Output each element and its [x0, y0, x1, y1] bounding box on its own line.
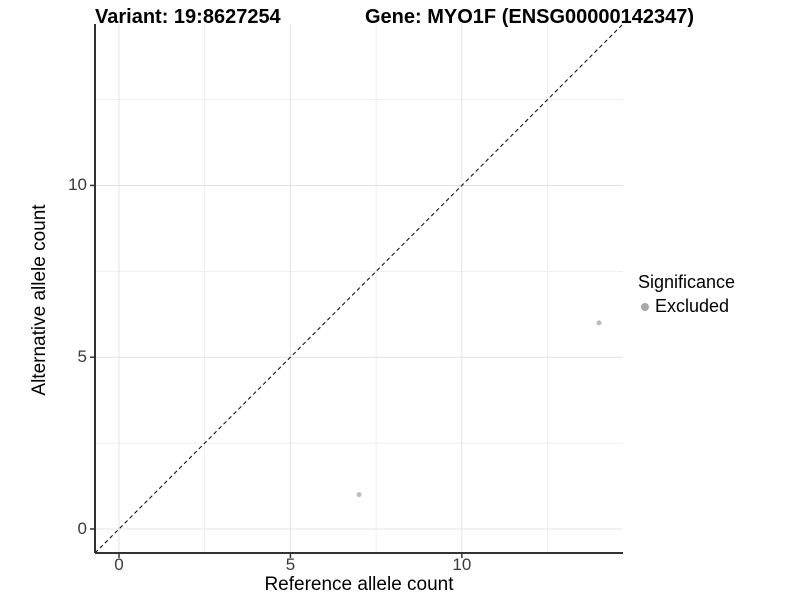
x-tick-label: 10: [452, 555, 472, 574]
data-point: [596, 320, 602, 326]
legend-key-dot-icon: [641, 302, 649, 311]
legend-title: Significance: [638, 272, 736, 292]
data-point: [356, 492, 362, 498]
x-axis-label: Reference allele count: [264, 574, 454, 595]
plot-panel: [90, 23, 624, 558]
legend: Significance Excluded: [638, 272, 735, 317]
legend-item-excluded: Excluded: [638, 296, 735, 317]
y-tick-label: 5: [77, 347, 87, 367]
y-tick-labels: 0 5 10: [0, 24, 87, 553]
y-tick-label: 10: [68, 175, 87, 195]
legend-item-label: Excluded: [655, 296, 730, 316]
plot-title-gene: Gene: MYO1F (ENSG00000142347): [365, 6, 695, 28]
identity-line: [94, 23, 624, 554]
y-axis-label: Alternative allele count: [29, 204, 50, 396]
x-tick-label: 0: [114, 555, 124, 574]
y-tick-label: 0: [77, 518, 87, 538]
x-tick-label: 5: [285, 555, 296, 574]
x-tick-labels: 0 5 10: [95, 555, 623, 577]
plot-title-variant: Variant: 19:8627254: [95, 6, 281, 28]
